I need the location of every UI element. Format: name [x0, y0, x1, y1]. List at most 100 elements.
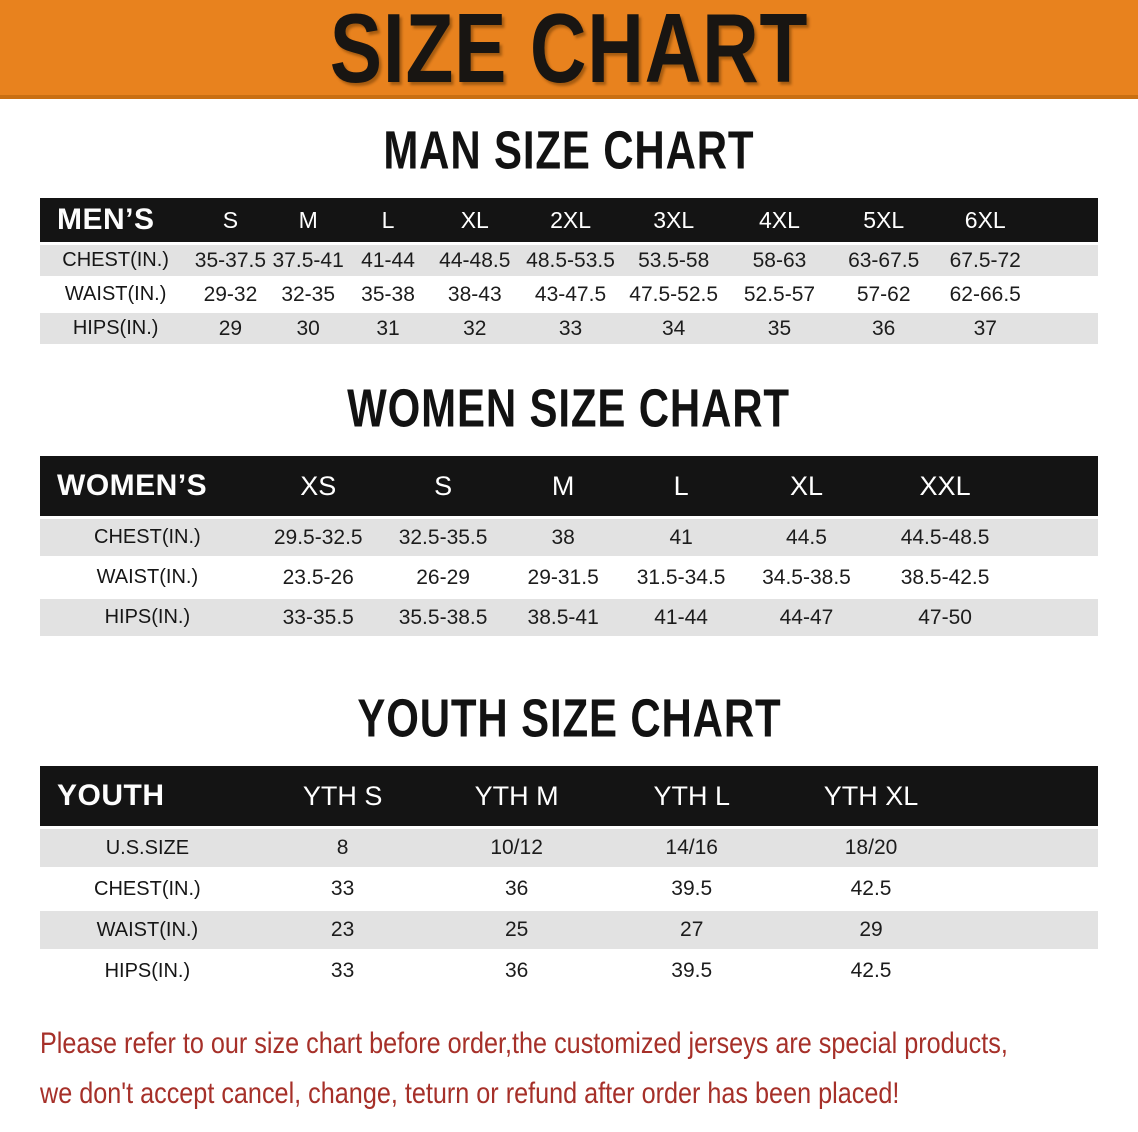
section-women: WOMEN SIZE CHART WOMEN’S XS S M L XL XXL CHEST(…: [0, 347, 1138, 639]
youth-row-1: CHEST(IN.) 33 36 39.5 42.5: [40, 870, 1098, 908]
youth-header-row: YOUTH YTH S YTH M YTH L YTH XL: [40, 766, 1098, 826]
men-column-header-2: L: [346, 198, 430, 242]
youth-row-label-1: CHEST(IN.): [40, 870, 255, 908]
youth-cell-2-3: 29: [780, 911, 962, 949]
youth-cell-3-3: 42.5: [780, 952, 962, 990]
youth-column-header-3: YTH XL: [780, 766, 962, 826]
men-column-header-0: S: [191, 198, 270, 242]
women-cell-0-4: 44.5: [740, 519, 873, 556]
men-row-label-0: CHEST(IN.): [40, 245, 192, 276]
men-header-filler: [1035, 198, 1098, 242]
youth-row-label-0: U.S.SIZE: [40, 829, 255, 867]
women-row-filler-2: [1017, 599, 1098, 636]
disclaimer-line-2-text: we don't accept cancel, change, teturn o…: [40, 1076, 900, 1110]
women-column-header-5: XXL: [872, 456, 1018, 516]
men-cell-1-7: 57-62: [832, 279, 935, 310]
women-table-title: WOMEN’S: [40, 456, 255, 516]
women-row-label-1: WAIST(IN.): [40, 559, 255, 596]
youth-row-filler-2: [961, 911, 1098, 949]
women-column-header-4: XL: [740, 456, 873, 516]
youth-cell-1-3: 42.5: [780, 870, 962, 908]
youth-column-header-2: YTH L: [602, 766, 781, 826]
youth-row-filler-1: [961, 870, 1098, 908]
women-size-table-container: WOMEN’S XS S M L XL XXL CHEST(IN.) 29.5-32.5 32.5…: [40, 453, 1098, 639]
women-row-label-2: HIPS(IN.): [40, 599, 255, 636]
youth-cell-0-3: 18/20: [780, 829, 962, 867]
men-column-header-5: 3XL: [620, 198, 727, 242]
youth-cell-3-2: 39.5: [602, 952, 781, 990]
youth-cell-1-2: 39.5: [602, 870, 781, 908]
women-column-header-1: S: [381, 456, 505, 516]
men-cell-0-0: 35-37.5: [191, 245, 270, 276]
youth-size-table: YOUTH YTH S YTH M YTH L YTH XL U.S.SIZE 8 10/12…: [40, 763, 1098, 993]
banner-title: SIZE CHART: [329, 0, 809, 99]
women-header-filler: [1017, 456, 1098, 516]
men-cell-2-4: 33: [520, 313, 621, 344]
men-size-table-container: MEN’S S M L XL 2XL 3XL 4XL 5XL 6XL CHEST(IN.) 35-37…: [40, 195, 1098, 347]
women-cell-0-3: 41: [621, 519, 741, 556]
women-row-1: WAIST(IN.) 23.5-26 26-29 29-31.5 31.5-34.5 34…: [40, 559, 1098, 596]
section-youth: YOUTH SIZE CHART YOUTH YTH S YTH M YTH L YTH…: [0, 639, 1138, 993]
youth-row-0: U.S.SIZE 8 10/12 14/16 18/20: [40, 829, 1098, 867]
women-cell-0-1: 32.5-35.5: [381, 519, 505, 556]
men-row-filler-1: [1035, 279, 1098, 310]
women-section-heading: WOMEN SIZE CHART: [0, 347, 1138, 453]
men-cell-1-2: 35-38: [346, 279, 430, 310]
men-column-header-8: 6XL: [935, 198, 1036, 242]
youth-cell-2-2: 27: [602, 911, 781, 949]
youth-section-heading-text: YOUTH SIZE CHART: [356, 687, 782, 749]
men-cell-2-2: 31: [346, 313, 430, 344]
men-section-heading: MAN SIZE CHART: [0, 99, 1138, 195]
men-cell-2-5: 34: [620, 313, 727, 344]
youth-table-title: YOUTH: [40, 766, 255, 826]
women-column-header-3: L: [621, 456, 741, 516]
men-column-header-6: 4XL: [726, 198, 833, 242]
men-header-row: MEN’S S M L XL 2XL 3XL 4XL 5XL 6XL: [40, 198, 1098, 242]
women-cell-1-3: 31.5-34.5: [621, 559, 741, 596]
men-row-label-2: HIPS(IN.): [40, 313, 192, 344]
women-row-filler-1: [1017, 559, 1098, 596]
men-column-header-1: M: [269, 198, 347, 242]
youth-row-filler-3: [961, 952, 1098, 990]
men-cell-2-8: 37: [935, 313, 1036, 344]
women-column-header-2: M: [504, 456, 622, 516]
youth-cell-3-0: 33: [254, 952, 431, 990]
men-cell-0-2: 41-44: [346, 245, 430, 276]
content: MAN SIZE CHART MEN’S S M L XL 2XL 3XL 4XL 5XL 6XL…: [0, 99, 1138, 993]
women-section-heading-text: WOMEN SIZE CHART: [347, 377, 791, 439]
section-men: MAN SIZE CHART MEN’S S M L XL 2XL 3XL 4XL 5XL 6XL…: [0, 99, 1138, 347]
men-cell-2-1: 30: [269, 313, 347, 344]
men-cell-0-5: 53.5-58: [620, 245, 727, 276]
youth-row-label-3: HIPS(IN.): [40, 952, 255, 990]
women-cell-2-5: 47-50: [872, 599, 1018, 636]
men-cell-1-4: 43-47.5: [520, 279, 621, 310]
women-cell-1-5: 38.5-42.5: [872, 559, 1018, 596]
women-row-2: HIPS(IN.) 33-35.5 35.5-38.5 38.5-41 41-44 44-…: [40, 599, 1098, 636]
men-row-filler-0: [1035, 245, 1098, 276]
women-cell-2-3: 41-44: [621, 599, 741, 636]
youth-row-2: WAIST(IN.) 23 25 27 29: [40, 911, 1098, 949]
men-cell-1-3: 38-43: [429, 279, 521, 310]
women-cell-0-5: 44.5-48.5: [872, 519, 1018, 556]
men-cell-0-4: 48.5-53.5: [520, 245, 621, 276]
men-cell-0-7: 63-67.5: [832, 245, 935, 276]
men-column-header-4: 2XL: [520, 198, 621, 242]
youth-cell-0-1: 10/12: [430, 829, 603, 867]
women-cell-2-1: 35.5-38.5: [381, 599, 505, 636]
women-row-label-0: CHEST(IN.): [40, 519, 255, 556]
disclaimer-line-2: we don't accept cancel, change, teturn o…: [40, 1069, 1138, 1119]
youth-cell-1-1: 36: [430, 870, 603, 908]
men-row-filler-2: [1035, 313, 1098, 344]
men-cell-0-3: 44-48.5: [429, 245, 521, 276]
men-cell-2-6: 35: [726, 313, 833, 344]
youth-cell-2-1: 25: [430, 911, 603, 949]
women-row-0: CHEST(IN.) 29.5-32.5 32.5-35.5 38 41 44.5 44.5…: [40, 519, 1098, 556]
men-table-title: MEN’S: [40, 198, 192, 242]
women-column-header-0: XS: [254, 456, 382, 516]
men-row-label-1: WAIST(IN.): [40, 279, 192, 310]
women-cell-1-1: 26-29: [381, 559, 505, 596]
men-cell-2-3: 32: [429, 313, 521, 344]
youth-cell-1-0: 33: [254, 870, 431, 908]
youth-cell-0-0: 8: [254, 829, 431, 867]
